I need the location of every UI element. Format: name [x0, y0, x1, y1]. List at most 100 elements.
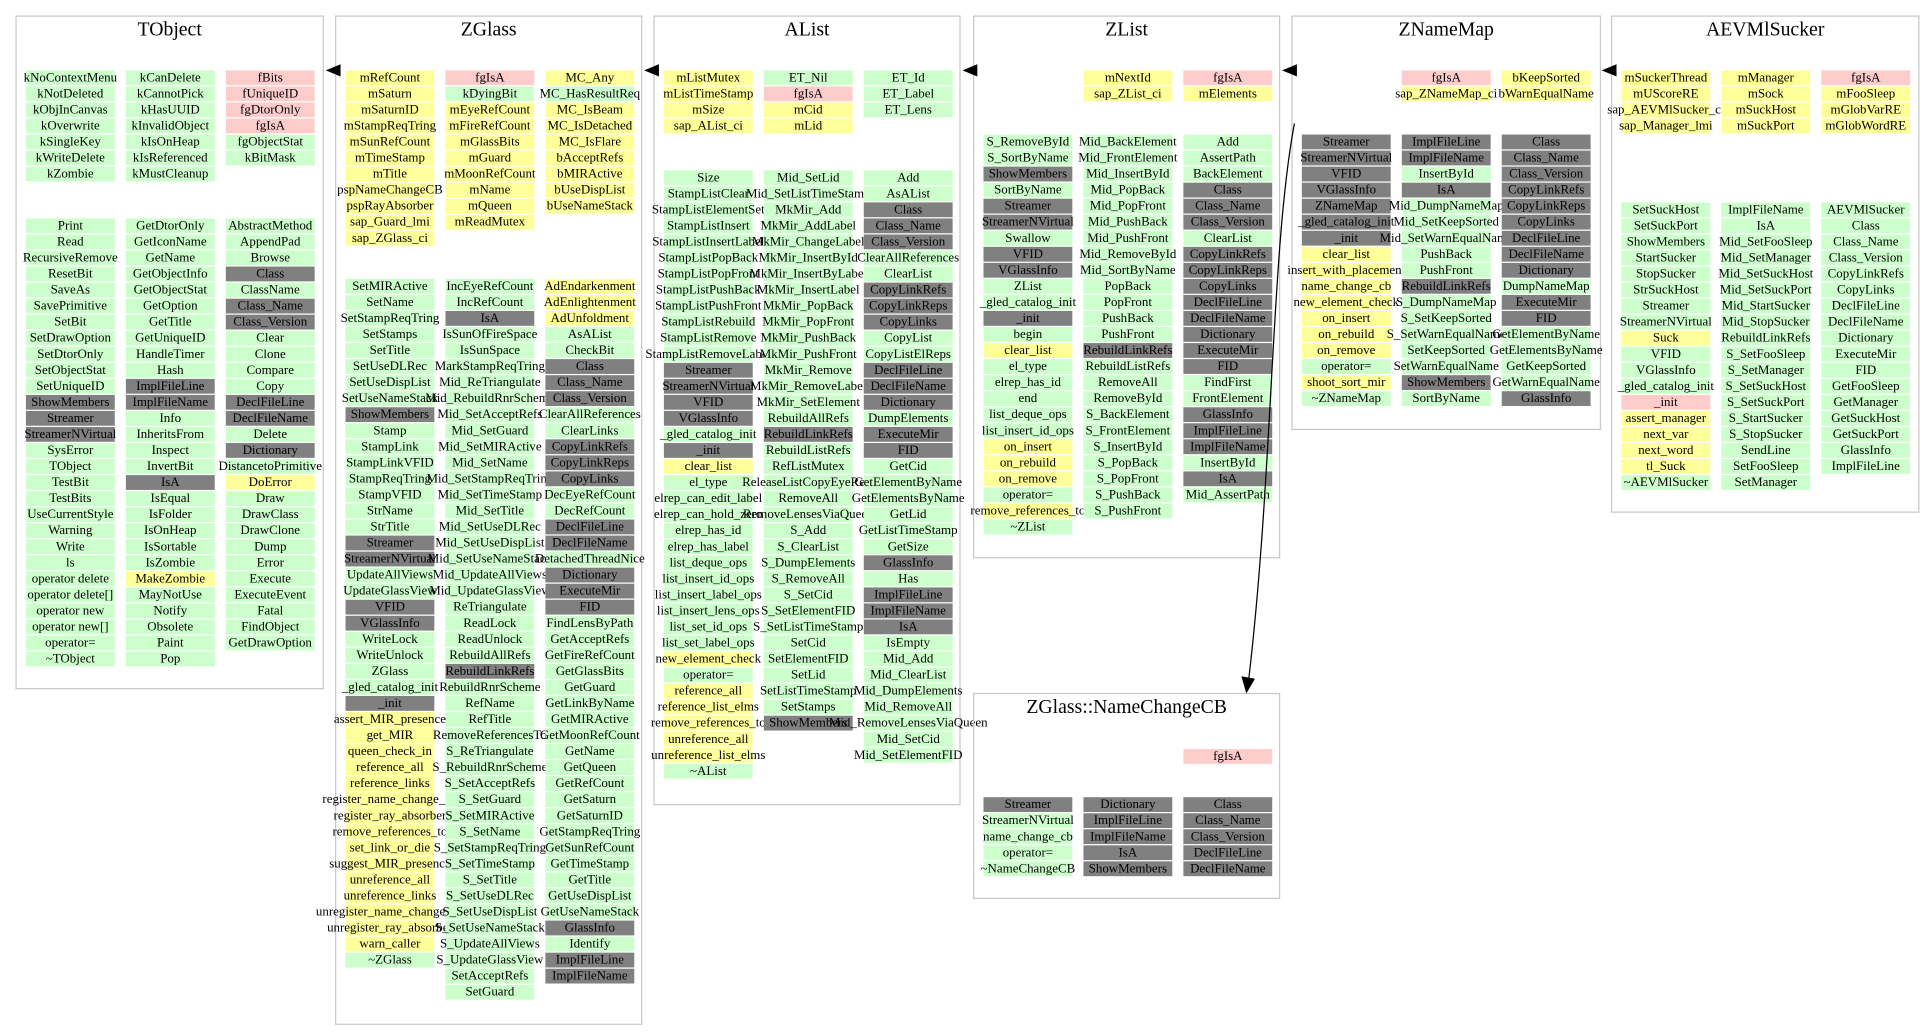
member-background	[445, 679, 535, 695]
member-item: Class_Version	[553, 390, 628, 405]
member-item: mGuard	[469, 150, 512, 165]
member-item: bKeepSorted	[1512, 69, 1580, 84]
member-item: Class_Version	[1191, 828, 1266, 843]
member-item: mSuckPort	[1737, 117, 1795, 132]
member-background	[545, 808, 635, 824]
member-item: Class_Name	[1833, 233, 1899, 248]
member-background	[345, 872, 435, 888]
member-item: Size	[697, 169, 720, 184]
member-background	[445, 663, 535, 679]
member-item: FID	[1217, 358, 1238, 373]
member-background	[225, 150, 315, 166]
member-item: Streamer	[1005, 198, 1052, 213]
member-background	[1821, 362, 1911, 378]
member-item: mRefCount	[360, 69, 421, 84]
member-background	[125, 70, 215, 86]
member-item: on_insert	[1322, 310, 1371, 325]
member-background	[1083, 423, 1173, 439]
member-item: IsA	[1437, 182, 1456, 197]
member-item: S_StartSucker	[1729, 410, 1804, 425]
member-background	[663, 378, 753, 394]
class-node: ZGlass::NameChangeCBfgIsAStreamerStreame…	[972, 692, 1281, 899]
member-item: PopBack	[1104, 278, 1151, 293]
member-item: S_SetFooSleep	[1726, 346, 1805, 361]
member-background	[1821, 250, 1911, 266]
member-item: fgDtorOnly	[240, 101, 301, 116]
member-item: GetMIRActive	[551, 711, 629, 726]
class-title: AEVMlSucker	[1706, 18, 1825, 40]
member-item: ~NameChangeCB	[981, 860, 1076, 875]
member-background	[225, 459, 315, 474]
member-background	[1721, 250, 1811, 266]
member-background	[663, 571, 753, 587]
member-background	[1621, 475, 1711, 490]
member-item: StampVFID	[358, 486, 421, 501]
member-background	[1083, 455, 1173, 471]
member-item: Streamer	[1005, 796, 1052, 811]
member-item: ImplFileName	[552, 968, 628, 983]
member-item: FID	[579, 599, 600, 614]
member-item: Browse	[250, 250, 290, 265]
member-background	[983, 861, 1073, 877]
member-item: AbstractMethod	[228, 217, 313, 232]
member-background	[225, 298, 315, 314]
member-item: S_SetKeepSorted	[1401, 310, 1493, 325]
member-background	[545, 278, 635, 294]
member-background	[125, 266, 215, 282]
member-item: kNoContextMenu	[24, 69, 118, 84]
member-item: Mid_SetUseNameStack	[428, 551, 553, 566]
member-item: operator=	[1321, 358, 1371, 373]
member-item: SetUniqueID	[36, 378, 104, 393]
member-item: CopyLinks	[879, 314, 937, 329]
member-item: fgIsA	[475, 69, 505, 84]
member-background	[1301, 391, 1391, 407]
member-background	[545, 327, 635, 342]
member-background	[445, 359, 535, 374]
member-background	[663, 70, 753, 86]
member-item: kIsOnHeap	[141, 134, 200, 149]
member-background	[1401, 391, 1491, 407]
member-item: VGlassInfo	[1636, 362, 1696, 377]
member-background	[545, 583, 635, 599]
member-item: StampReqTring	[349, 470, 432, 485]
member-background	[763, 667, 853, 683]
member-item: SetStampReqTring	[341, 310, 440, 325]
member-background	[345, 70, 435, 86]
member-item: StreamerNVirtual	[24, 426, 116, 441]
member-background	[445, 792, 535, 808]
member-background	[983, 845, 1073, 861]
member-item: DeclFileName	[870, 378, 946, 393]
member-item: ShowMembers	[31, 394, 109, 409]
member-background	[445, 198, 535, 214]
member-item: mMoonRefCount	[444, 166, 536, 181]
member-item: kOverwrite	[41, 117, 100, 132]
member-item: GetSaturnID	[557, 807, 623, 822]
member-background	[1401, 70, 1491, 86]
member-item: queen_check_in	[348, 743, 433, 758]
member-background	[763, 699, 853, 715]
member-background	[1183, 813, 1273, 829]
member-item: remove_references_to	[332, 823, 447, 838]
member-item: sap_Guard_lmi	[350, 214, 430, 229]
member-item: GetElementByName	[854, 474, 962, 489]
member-item: mSuckHost	[1736, 101, 1797, 116]
member-item: list_deque_ops	[669, 554, 747, 569]
member-background	[125, 346, 215, 362]
member-background	[1501, 70, 1591, 86]
member-item: S_SetElementFID	[761, 602, 855, 617]
member-background	[1183, 375, 1273, 390]
member-background	[345, 230, 435, 246]
member-background	[25, 523, 115, 539]
member-item: SendLine	[1741, 442, 1791, 457]
member-item: MkMir_Add	[775, 201, 842, 216]
member-item: ImplFileName	[1090, 828, 1166, 843]
member-background	[1301, 214, 1391, 230]
member-item: StreamerNVirtual	[1620, 314, 1712, 329]
member-item: Copy	[256, 378, 285, 393]
member-background	[225, 587, 315, 603]
member-item: pspRayAbsorber	[346, 198, 434, 213]
member-background	[225, 410, 315, 426]
member-background	[1183, 278, 1273, 294]
member-item: operator=	[1003, 844, 1053, 859]
member-item: ET_Id	[892, 69, 926, 84]
